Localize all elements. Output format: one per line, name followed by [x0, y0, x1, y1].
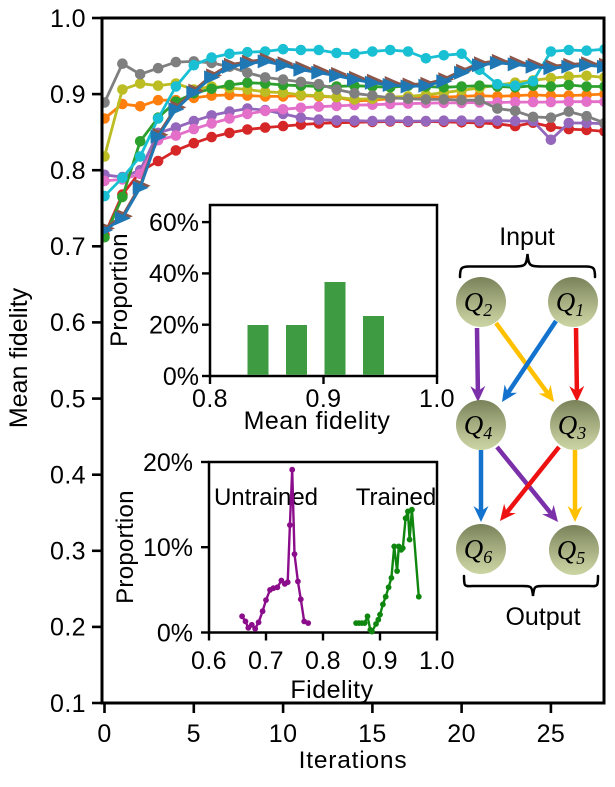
svg-text:25: 25 — [537, 720, 566, 748]
svg-text:Untrained: Untrained — [214, 484, 318, 511]
svg-text:Mean fidelity: Mean fidelity — [244, 407, 391, 435]
svg-text:0.9: 0.9 — [362, 647, 398, 675]
svg-text:0.7: 0.7 — [50, 233, 86, 261]
svg-text:Iterations: Iterations — [299, 747, 408, 774]
svg-text:15: 15 — [358, 720, 387, 748]
svg-text:40%: 40% — [149, 260, 199, 288]
svg-text:0.6: 0.6 — [191, 647, 227, 675]
svg-text:0.1: 0.1 — [50, 690, 86, 718]
svg-text:0.8: 0.8 — [192, 385, 228, 413]
svg-text:1.0: 1.0 — [419, 385, 455, 413]
svg-text:60%: 60% — [149, 209, 199, 237]
svg-text:1.0: 1.0 — [419, 647, 455, 675]
svg-text:1.0: 1.0 — [50, 5, 86, 33]
svg-text:Fidelity: Fidelity — [290, 676, 373, 704]
svg-text:0.5: 0.5 — [50, 385, 86, 413]
svg-text:0.4: 0.4 — [50, 462, 86, 490]
svg-text:0.9: 0.9 — [306, 385, 342, 413]
svg-text:0.8: 0.8 — [305, 647, 341, 675]
svg-text:0.2: 0.2 — [50, 614, 86, 642]
svg-text:20%: 20% — [149, 312, 199, 340]
svg-text:Output: Output — [505, 603, 580, 631]
svg-text:0%: 0% — [163, 363, 199, 391]
svg-text:10: 10 — [269, 720, 298, 748]
svg-text:0.9: 0.9 — [50, 81, 86, 109]
svg-text:Input: Input — [499, 223, 555, 251]
svg-text:0.7: 0.7 — [248, 647, 284, 675]
svg-text:5: 5 — [187, 720, 201, 748]
svg-text:20: 20 — [447, 720, 476, 748]
svg-text:0: 0 — [97, 720, 111, 748]
svg-text:0.3: 0.3 — [50, 538, 86, 566]
svg-text:0.8: 0.8 — [50, 157, 86, 185]
svg-text:Proportion: Proportion — [112, 490, 139, 604]
svg-text:20%: 20% — [143, 449, 193, 477]
svg-text:0%: 0% — [157, 619, 193, 647]
svg-text:Mean fidelity: Mean fidelity — [5, 287, 33, 428]
svg-text:Proportion: Proportion — [106, 233, 133, 347]
svg-text:0.6: 0.6 — [50, 309, 86, 337]
svg-text:Trained: Trained — [356, 484, 436, 511]
svg-text:10%: 10% — [143, 534, 193, 562]
